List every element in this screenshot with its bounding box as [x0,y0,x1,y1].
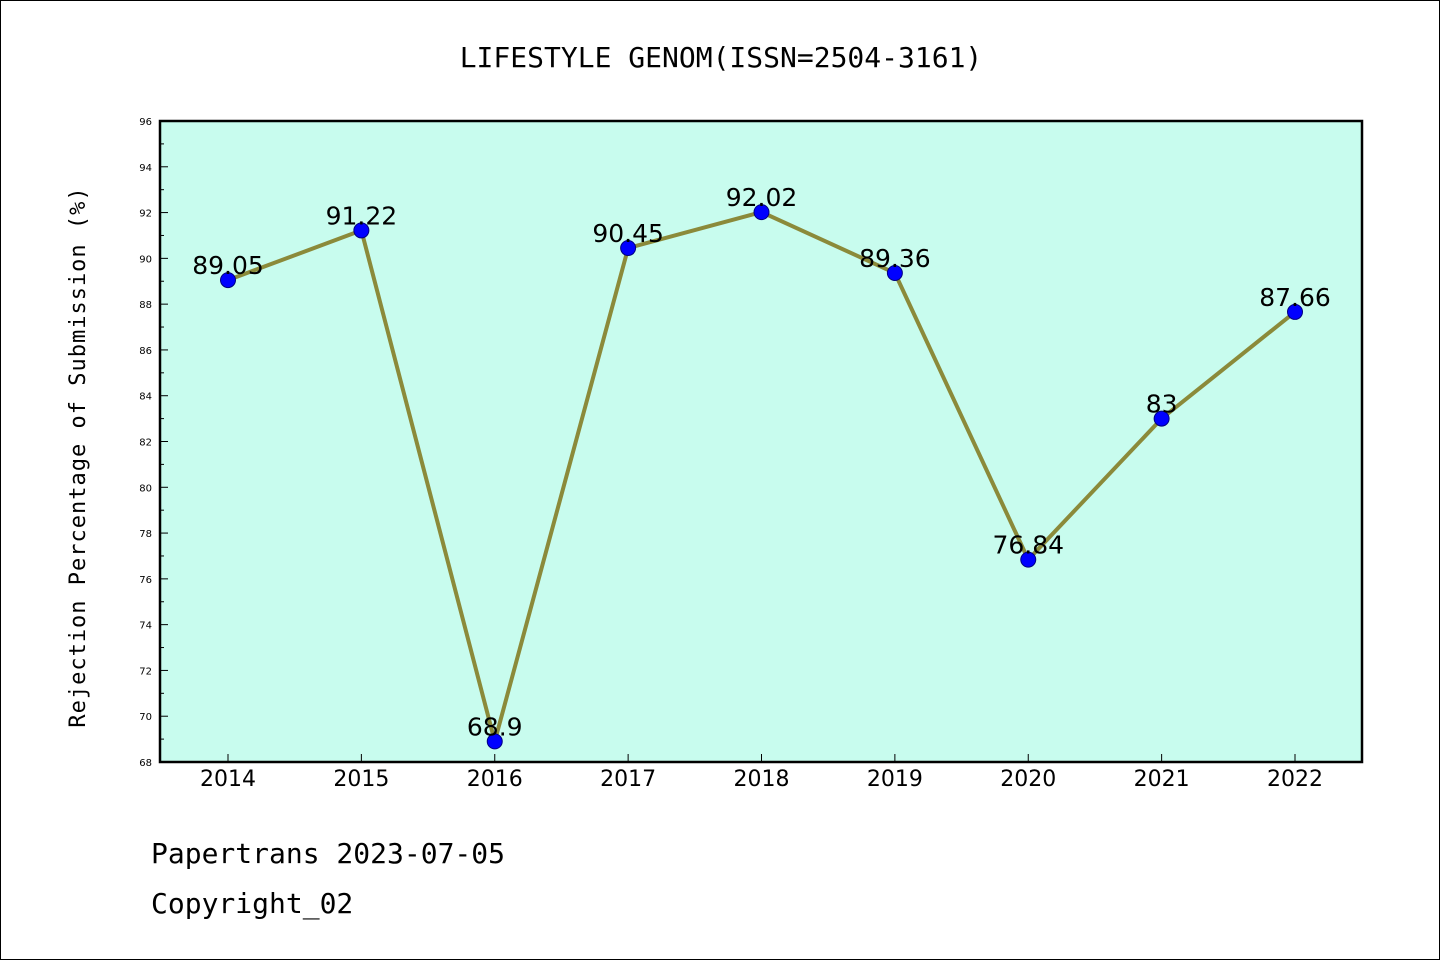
data-point [220,272,236,289]
data-label: 92.02 [726,183,798,212]
data-label: 89.05 [192,251,264,280]
data-point [1020,551,1037,568]
y-tick-label: 94 [139,163,152,174]
y-tick-label: 74 [139,621,152,632]
x-tick-label: 2021 [1134,767,1190,792]
y-tick-label: 84 [139,392,152,403]
data-label: 89.36 [859,244,931,273]
data-label: 76.84 [992,531,1064,560]
data-labels: 89.05 91.22 68.9 90.45 92.02 89.36 76.84 83 87.6… [192,183,1331,741]
footer-date: Papertrans 2023-07-05 [151,837,506,870]
y-tick-label: 96 [139,117,152,128]
y-axis-label: Rejection Percentage of Submission (%) [66,186,91,727]
y-tick-label: 82 [139,438,152,449]
y-axis-ticks: 68 70 72 74 76 78 80 82 84 86 88 90 92 94 96 [139,117,168,769]
x-tick-label: 2019 [867,767,923,792]
data-point [753,204,770,221]
data-point [886,265,903,282]
data-point [620,240,637,257]
data-point [486,733,503,750]
y-tick-label: 80 [139,483,152,494]
x-axis-ticks: 2014 2015 2016 2017 2018 2019 2020 2021 2022 [200,754,1323,792]
y-tick-label: 86 [139,346,152,357]
x-tick-label: 2022 [1267,767,1323,792]
y-tick-label: 70 [139,712,152,723]
x-tick-label: 2017 [600,767,656,792]
y-tick-label: 76 [139,575,152,586]
y-tick-label: 90 [139,254,152,265]
x-tick-label: 2015 [333,767,389,792]
data-label: 91.22 [326,201,398,230]
y-tick-label: 78 [139,529,152,540]
data-point [1153,410,1170,427]
data-label: 87.66 [1259,283,1331,312]
data-label: 68.9 [467,712,523,741]
data-label: 90.45 [592,219,664,248]
data-point [1287,303,1303,320]
x-tick-label: 2018 [734,767,790,792]
x-tick-label: 2014 [200,767,256,792]
x-tick-label: 2016 [467,767,523,792]
y-tick-label: 88 [139,300,152,311]
data-label: 83 [1146,390,1178,419]
y-tick-label: 92 [139,209,152,220]
data-point [353,222,370,239]
y-tick-label: 72 [139,666,152,677]
y-tick-label: 68 [139,758,152,769]
data-markers [220,204,1303,750]
chart-title: LIFESTYLE GENOM(ISSN=2504-3161) [460,41,983,74]
footer-copyright: Copyright_02 [151,887,354,920]
x-tick-label: 2020 [1000,767,1056,792]
